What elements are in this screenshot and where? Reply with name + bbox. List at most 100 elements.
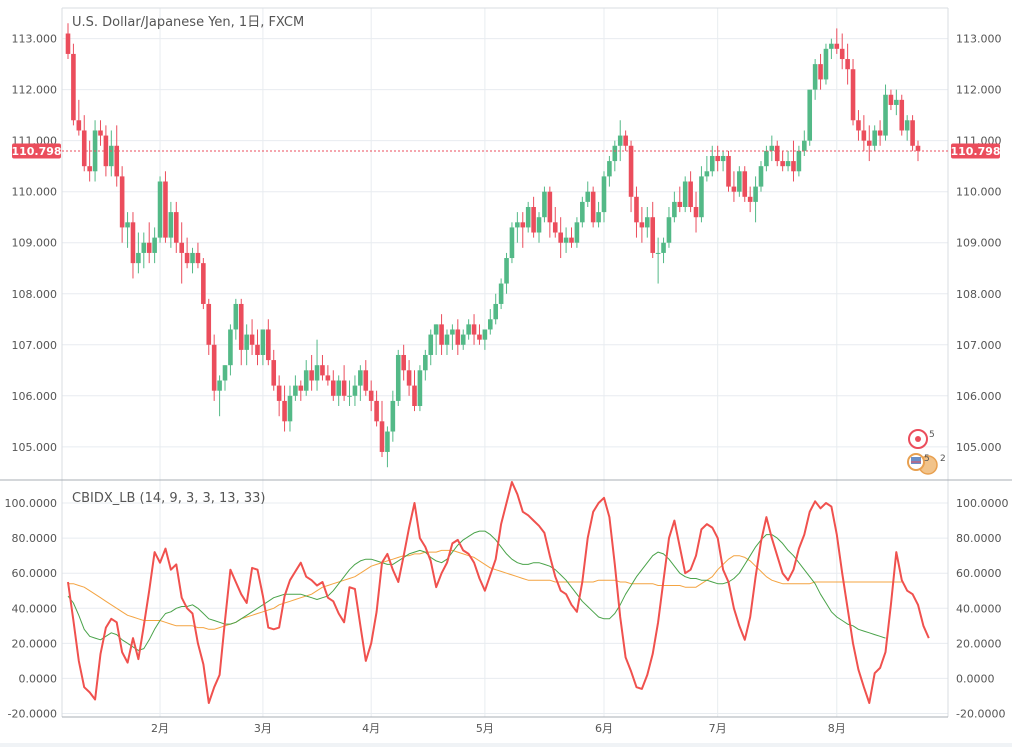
candle-body: [385, 431, 390, 452]
candle-body: [628, 145, 634, 197]
candle-body: [179, 242, 184, 253]
indicator-tick-label-left: 60.0000: [12, 567, 58, 580]
candle-body: [807, 89, 813, 141]
indicator-tick-label-left: 20.0000: [12, 637, 58, 650]
candle-body: [460, 334, 466, 345]
indicator-tick-label-right: 20.0000: [956, 637, 1002, 650]
candle-body: [769, 145, 775, 151]
candle-body: [282, 400, 287, 422]
candle-body: [87, 166, 92, 172]
candle-body: [309, 370, 314, 381]
candle-body: [726, 155, 731, 187]
candle-body: [341, 380, 347, 396]
candle-body: [487, 319, 493, 330]
candle-body: [818, 64, 823, 80]
candle-body: [580, 201, 585, 223]
candle-body: [136, 252, 141, 264]
candle-body: [293, 385, 298, 396]
indicator-title: CBIDX_LB (14, 9, 3, 3, 13, 33): [72, 491, 265, 506]
indicator-line-orange: [68, 549, 902, 630]
candle-body: [774, 145, 780, 162]
candle-body: [888, 94, 894, 105]
indicator-tick-label-left: -20.0000: [8, 707, 57, 720]
candle-body: [650, 217, 656, 253]
candle-body: [141, 242, 147, 253]
candle-body: [152, 237, 157, 253]
last-price-tag-left: 110.798: [11, 143, 62, 159]
candle-body: [839, 48, 845, 60]
candle-body: [677, 201, 683, 208]
candle-body: [569, 237, 574, 243]
candle-body: [444, 334, 450, 345]
candle-body: [439, 324, 444, 345]
candle-body: [287, 395, 293, 422]
candle-body: [753, 186, 758, 202]
candle-body: [850, 69, 856, 121]
candle-body: [829, 43, 834, 49]
price-tick-label-right: 106.000: [956, 390, 1002, 403]
indicator-line-green: [67, 530, 886, 651]
candle-body: [758, 166, 764, 187]
candle-body: [314, 365, 320, 381]
candle-body: [325, 375, 331, 381]
candle-body: [244, 334, 249, 350]
candle-body: [493, 303, 499, 320]
indicator-lines: [67, 481, 930, 704]
candle-body: [639, 222, 645, 228]
candle-body: [260, 329, 266, 355]
candle-body: [747, 196, 753, 202]
candle-body: [737, 171, 742, 192]
candle-body: [412, 385, 417, 407]
candle-body: [471, 324, 477, 335]
candle-body: [401, 354, 406, 371]
event-markers[interactable]: 5 5 2: [907, 429, 946, 475]
month-tick-label: 8月: [828, 722, 846, 735]
candle-body: [352, 385, 358, 396]
candle-body: [347, 395, 352, 397]
candle-body: [823, 48, 829, 80]
price-tick-label-right: 112.000: [956, 84, 1002, 97]
candle-body: [477, 334, 482, 340]
price-tick-label-left: 110.000: [12, 186, 58, 199]
candle-body: [672, 201, 677, 218]
indicator-line-red: [67, 481, 930, 704]
candle-body: [168, 212, 174, 238]
candle-body: [791, 161, 796, 172]
candle-body: [276, 385, 282, 401]
candle-body: [195, 252, 201, 264]
price-tick-label-left: 113.000: [12, 33, 58, 46]
candle-body: [298, 385, 304, 391]
indicator-tick-label-right: 40.0000: [956, 602, 1002, 615]
candle-body: [796, 150, 802, 172]
candle-body: [81, 130, 87, 167]
indicator-tick-label-left: 80.0000: [12, 532, 58, 545]
candle-body: [423, 354, 428, 371]
candle-body: [336, 380, 342, 396]
indicator-tick-label-right: 80.0000: [956, 532, 1002, 545]
candle-body: [655, 252, 661, 254]
candle-body: [720, 155, 726, 162]
candle-body: [601, 176, 607, 213]
candle-body: [211, 344, 217, 391]
chart-title: U.S. Dollar/Japanese Yen, 1日, FXCM: [72, 15, 304, 30]
candle-body: [173, 212, 179, 243]
price-tick-label-left: 106.000: [12, 390, 58, 403]
candle-body: [228, 329, 233, 366]
candle-body: [623, 135, 628, 146]
candle-body: [433, 324, 439, 335]
candle-body: [693, 207, 699, 218]
candle-body: [542, 191, 547, 218]
us-flag-icon: [911, 457, 921, 464]
candle-body: [574, 222, 580, 243]
candle-body: [119, 176, 125, 228]
month-tick-label: 3月: [254, 722, 272, 735]
candle-body: [563, 237, 569, 243]
candle-body: [699, 176, 704, 218]
candle-body: [872, 130, 877, 146]
candle-body: [255, 344, 260, 355]
indicator-tick-label-right: 60.0000: [956, 567, 1002, 580]
event-count-3: 2: [940, 454, 946, 464]
